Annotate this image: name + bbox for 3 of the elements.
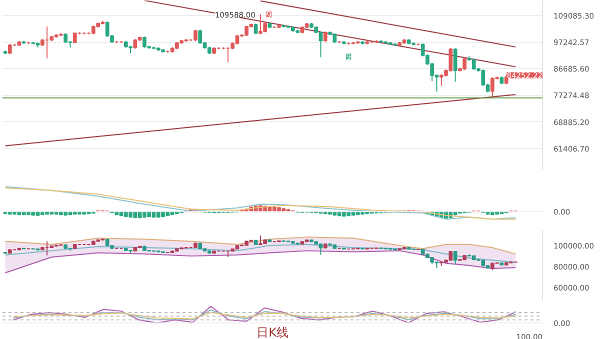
annotation: 9 (346, 52, 352, 62)
text: 日K线 (256, 326, 288, 339)
annotation: 9 (266, 10, 272, 20)
